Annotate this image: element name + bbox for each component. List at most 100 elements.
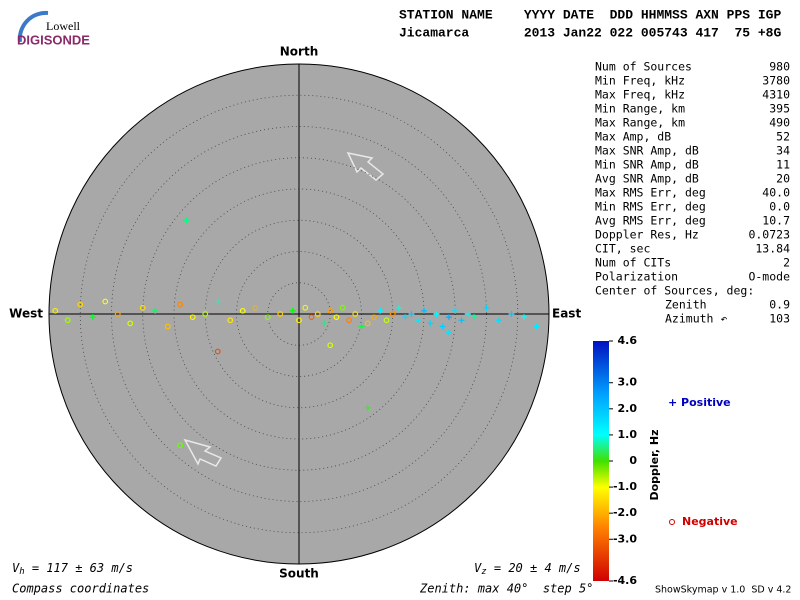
point-negative [371,314,377,321]
stat-value: 3780 [762,74,790,88]
plot [49,64,549,564]
point-positive [152,307,159,314]
point-positive [183,217,190,224]
point-negative [277,311,284,317]
stat-value: 103 [769,312,790,326]
point-positive [439,323,446,330]
point-negative [127,320,134,327]
point-negative [164,323,171,330]
header-values: Jicamarca 2013 Jan22 022 005743 417 75 +… [399,25,781,40]
colorbar-tick-label: -1.0 [613,480,637,493]
stat-label: Max Amp, dB [595,130,671,144]
point-negative [227,317,234,324]
colorbar [593,341,609,581]
stat-value: 40.0 [762,186,790,200]
colorbar-tick-label: 4.6 [618,334,638,347]
stat-value: 4310 [762,88,790,102]
point-positive [402,314,409,321]
point-positive [446,329,452,336]
stat-value: 490 [769,116,790,130]
stat-value: 0.0723 [748,228,790,242]
stat-value: 0.0 [769,200,790,214]
colorbar-tick-label: 1.0 [618,428,638,441]
point-negative [189,314,196,321]
stat-value: 20 [776,172,790,186]
stat-label: Azimuth ↶ [665,312,727,326]
stat-value: 52 [776,130,790,144]
point-negative [177,442,184,449]
stat-value: 395 [769,102,790,116]
vz-symbol: V [474,561,482,575]
point-negative [327,307,334,314]
legend-symbol [669,519,675,525]
point-positive [427,320,434,327]
vz: Vz = 20 ± 4 m/s [474,561,581,577]
stat-label: Avg SNR Amp, dB [595,172,699,186]
point-positive [458,317,465,324]
header-labels: STATION NAME YYYY DATE DDD HHMMSS AXN PP… [399,7,781,22]
point-positive [321,320,327,327]
point-positive [521,314,527,321]
stat-label: Polarization [595,270,678,284]
point-negative [239,307,246,314]
stat-label: Max RMS Err, deg [595,186,706,200]
stat-value: 980 [769,60,790,74]
compass-east: East [552,307,581,321]
stat-value: 34 [776,144,790,158]
stat-label: Doppler Res, Hz [595,228,699,242]
compass-north: North [280,45,318,59]
point-positive [464,311,471,317]
point-positive [377,307,384,314]
vh-sub: h [19,567,24,577]
compass-west: West [9,307,43,321]
point-positive [214,298,221,305]
point-positive [408,311,415,317]
colorbar-tick-label: 3.0 [618,376,638,389]
point-positive [533,323,540,330]
version: ShowSkymap v 1.0 SD v 4.2 [655,585,791,596]
logo-top: Lowell [46,19,81,33]
stat-label: Num of Sources [595,60,692,74]
stat-value: 2 [783,256,790,270]
colorbar-title: Doppler, Hz [648,429,661,500]
point-negative [333,314,340,321]
point-negative [389,311,396,317]
stat-value: 11 [776,158,790,172]
vz-text: = 20 ± 4 m/s [487,561,581,575]
point-negative [352,311,359,317]
stat-label: Min SNR Amp, dB [595,158,699,172]
point-negative [314,311,321,317]
stat-label: CIT, sec [595,242,650,256]
point-positive [396,304,402,311]
legend-positive: + Positive [668,396,731,409]
stat-label: Min Freq, kHz [595,74,685,88]
point-negative [214,348,221,355]
colorbar-tick-label: -2.0 [613,506,637,519]
point-negative [302,304,309,311]
point-negative [52,307,59,314]
point-negative [252,304,259,311]
point-positive [446,314,452,321]
point-negative [296,317,302,324]
stat-value: 13.84 [755,242,790,256]
point-positive [496,317,502,324]
point-negative [102,298,109,305]
colorbar-tick-label: 2.0 [618,402,638,415]
stat-label: Center of Sources, deg: [595,284,754,298]
point-positive [433,311,440,317]
point-negative [114,311,121,317]
point-positive [289,307,296,314]
stat-label: Num of CITs [595,256,671,270]
stat-label: Min RMS Err, deg [595,200,706,214]
point-negative [264,314,271,321]
vz-sub: z [481,567,486,577]
legend-negative: Negative [682,515,738,528]
point-negative [339,304,346,311]
point-negative [64,317,71,324]
point-negative [77,301,84,308]
point-positive [421,307,427,314]
vh: Vh = 117 ± 63 m/s [12,561,133,577]
point-positive [508,311,515,317]
point-negative [177,301,184,308]
